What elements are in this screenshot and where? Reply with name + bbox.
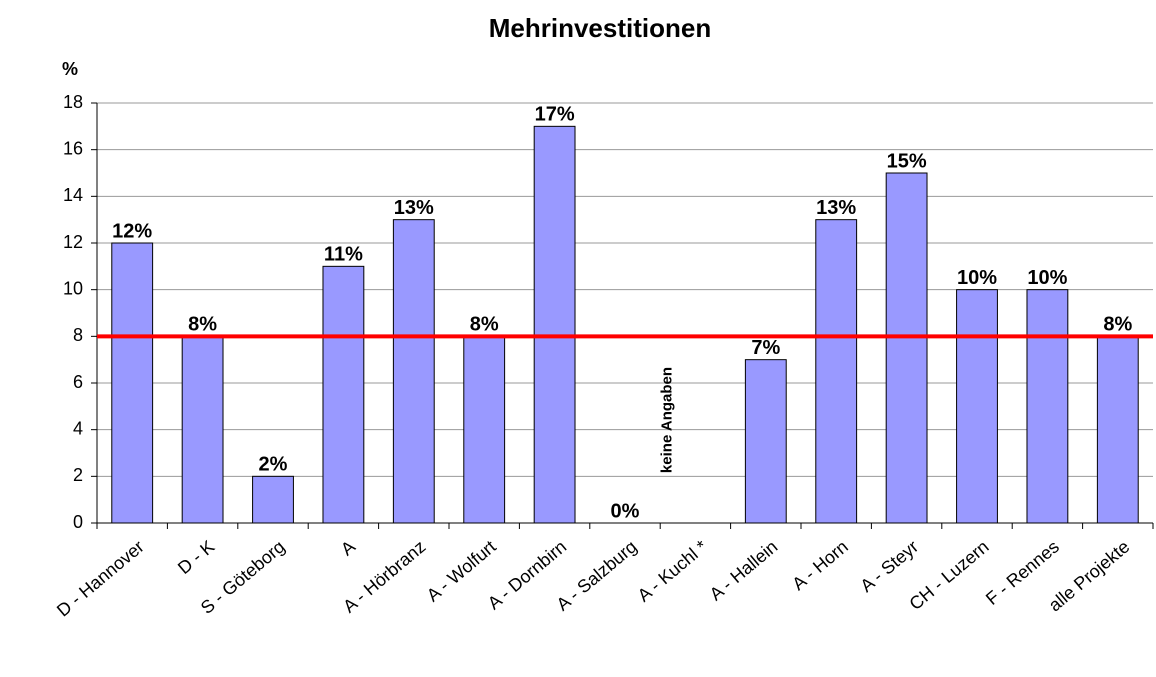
value-label: 12% bbox=[112, 220, 152, 242]
y-tick-label: 12 bbox=[63, 232, 83, 252]
bar bbox=[392, 219, 435, 524]
y-tick-label: 4 bbox=[73, 418, 83, 438]
chart-title: Mehrinvestitionen bbox=[489, 13, 711, 43]
value-label: 17% bbox=[535, 104, 575, 126]
bar bbox=[181, 335, 224, 524]
value-label: 8% bbox=[470, 314, 499, 336]
y-tick-label: 10 bbox=[63, 278, 83, 298]
value-label: 8% bbox=[1103, 314, 1132, 336]
value-label: 13% bbox=[816, 197, 856, 219]
x-tick-label: A - Steyr bbox=[856, 536, 922, 596]
x-tick-label: D - K bbox=[174, 536, 218, 578]
y-tick-label: 6 bbox=[73, 372, 83, 392]
value-label: 8% bbox=[188, 314, 217, 336]
bar bbox=[322, 265, 365, 524]
value-label: 13% bbox=[394, 197, 434, 219]
value-label: 2% bbox=[259, 454, 288, 476]
annotation: keine Angaben bbox=[658, 367, 675, 473]
bar bbox=[111, 242, 154, 524]
bar bbox=[463, 335, 506, 524]
value-label: 0% bbox=[611, 500, 640, 522]
y-axis-label: % bbox=[62, 59, 78, 79]
y-tick-label: 16 bbox=[63, 138, 83, 158]
y-tick-label: 2 bbox=[73, 465, 83, 485]
bar bbox=[533, 125, 576, 524]
x-tick-label: A bbox=[337, 536, 359, 559]
y-tick-label: 18 bbox=[63, 92, 83, 112]
y-tick-label: 8 bbox=[73, 325, 83, 345]
x-tick-label: A - Hallein bbox=[706, 536, 782, 604]
bar bbox=[815, 219, 858, 524]
x-tick-label: D - Hannover bbox=[53, 536, 148, 620]
x-tick-label: A - Kuchl * bbox=[634, 536, 711, 605]
x-tick-label: A - Horn bbox=[788, 536, 851, 594]
value-label: 7% bbox=[751, 337, 780, 359]
y-tick-label: 14 bbox=[63, 185, 83, 205]
bar bbox=[956, 289, 998, 524]
value-label: 10% bbox=[957, 267, 997, 289]
y-tick-label: 0 bbox=[73, 512, 83, 532]
bar bbox=[1096, 335, 1139, 524]
bar bbox=[744, 359, 787, 524]
value-label: 10% bbox=[1027, 267, 1067, 289]
value-label: 15% bbox=[887, 150, 927, 172]
bar bbox=[885, 172, 928, 524]
bar bbox=[1026, 289, 1069, 524]
bar bbox=[252, 475, 294, 524]
value-label: 11% bbox=[324, 244, 363, 266]
